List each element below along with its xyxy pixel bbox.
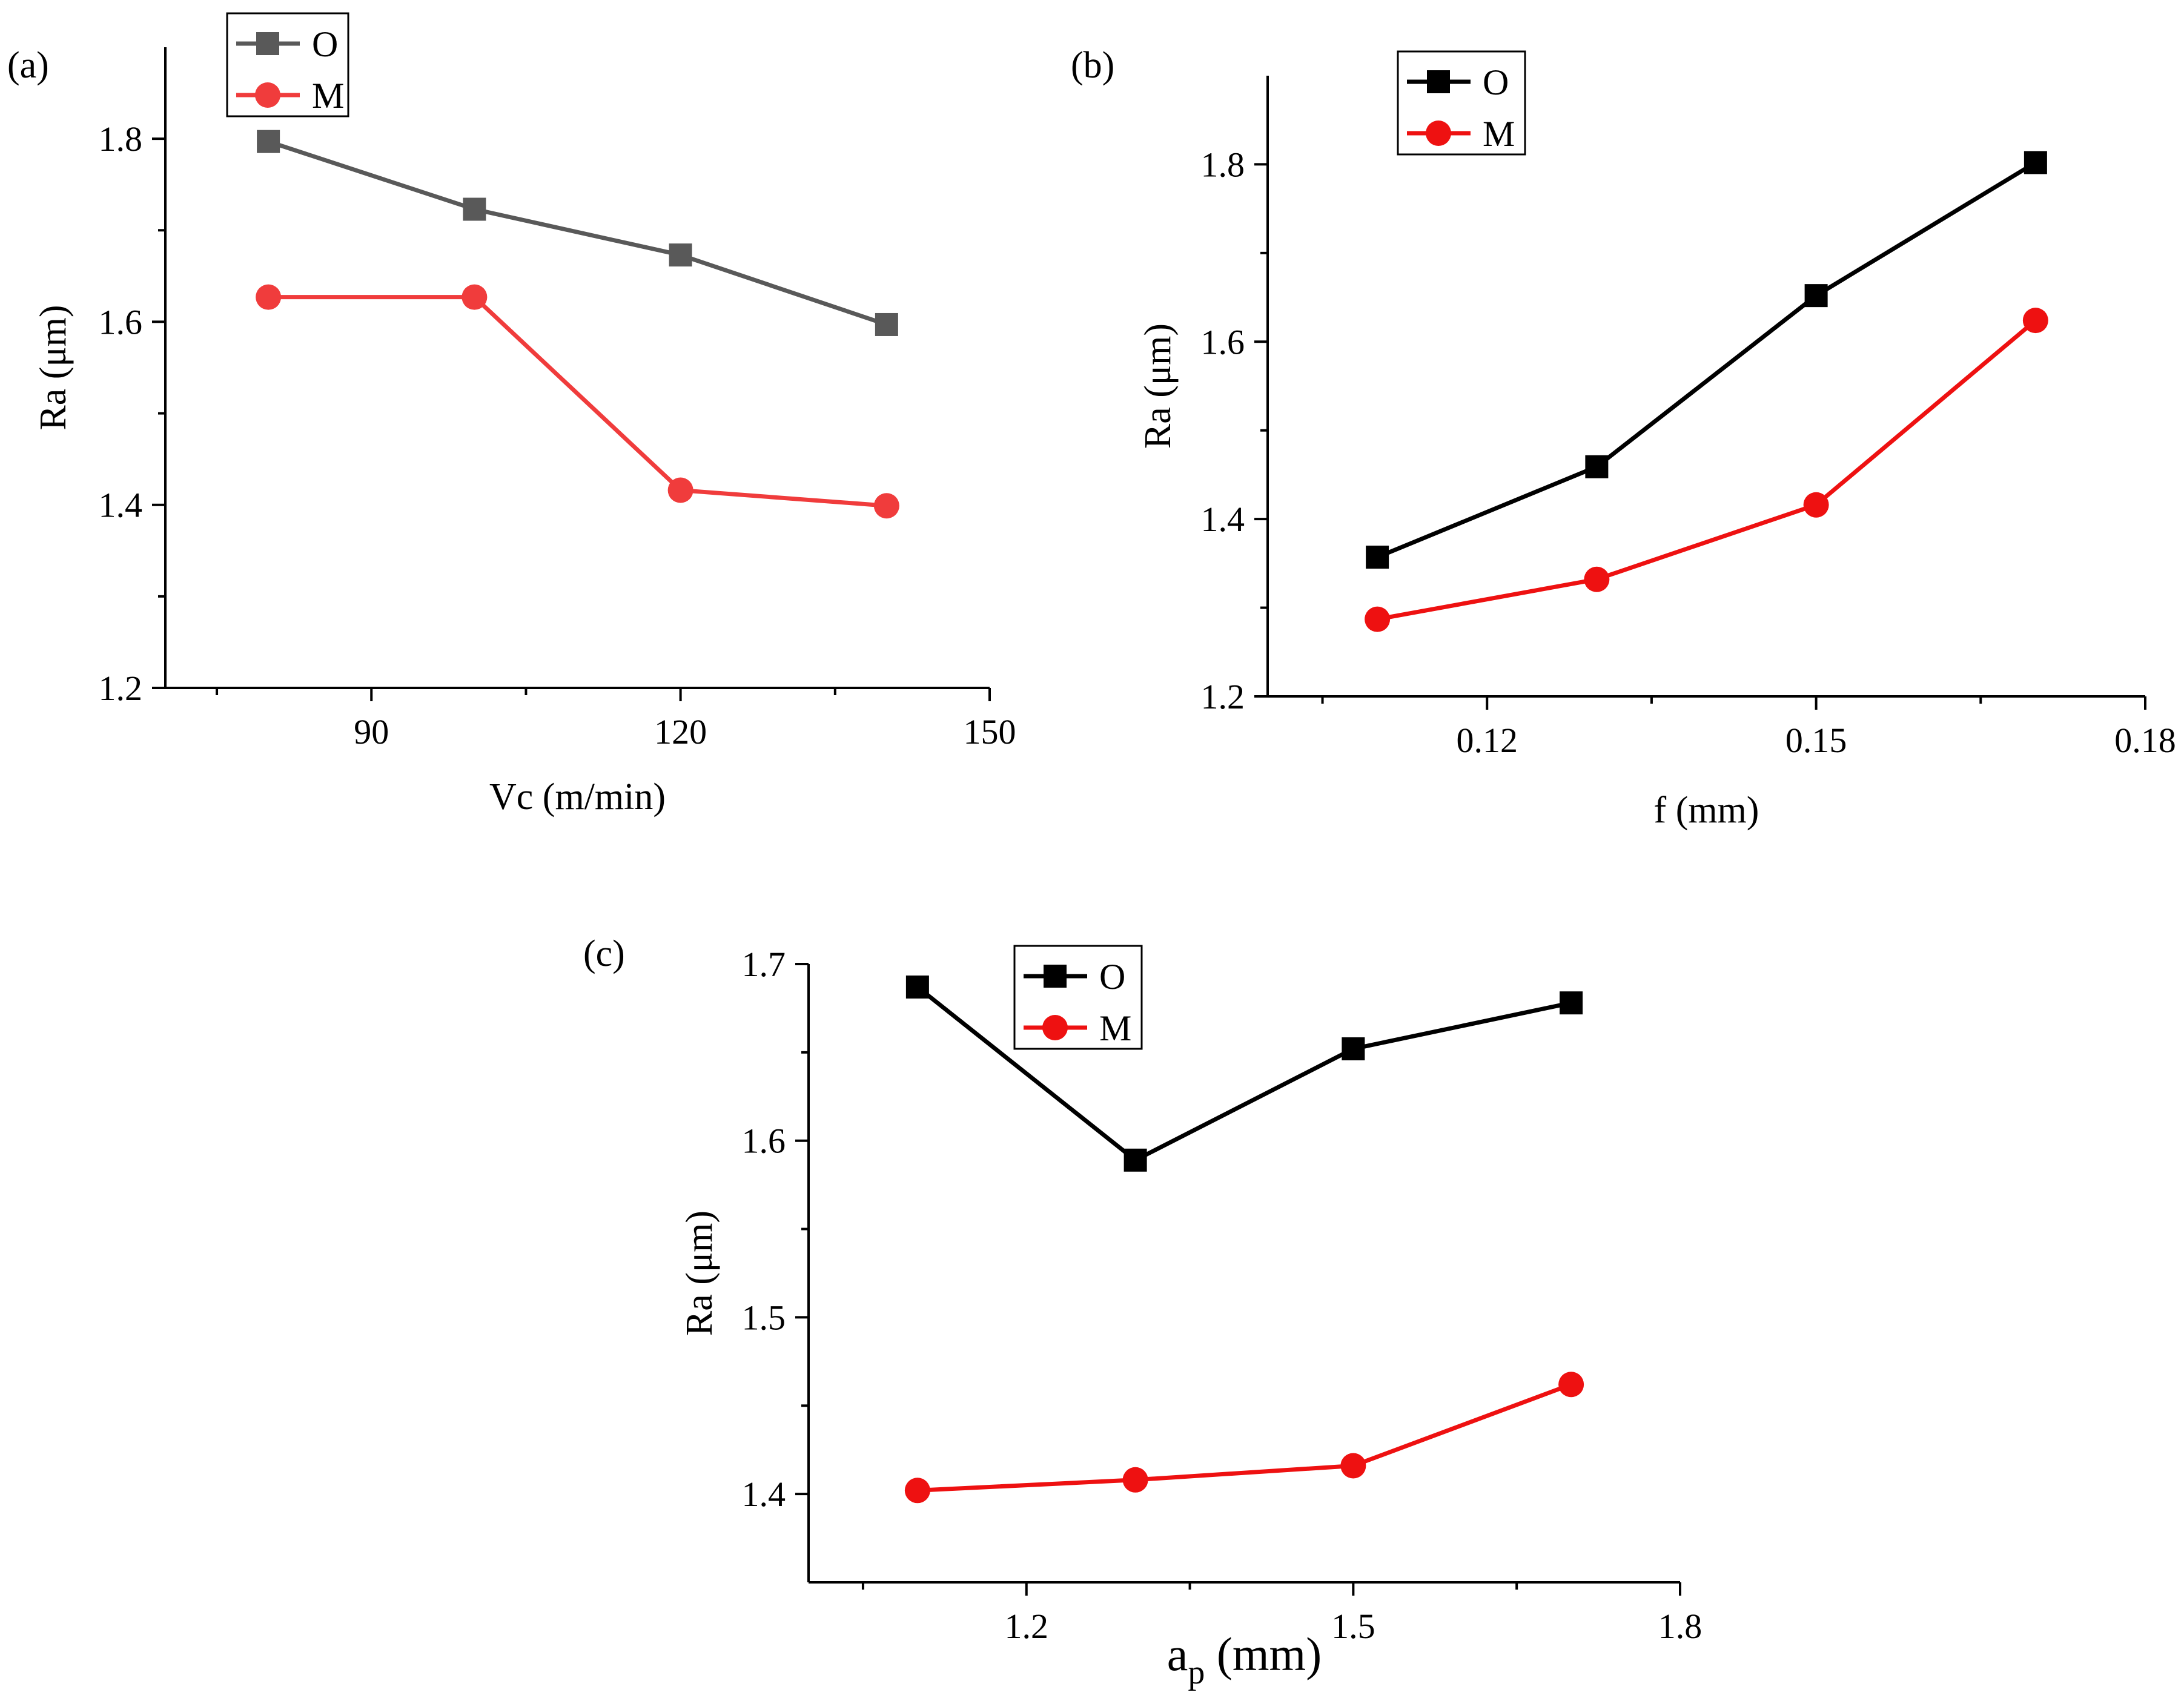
data-point-M: [2022, 308, 2048, 334]
y-tick-label: 1.6: [742, 1121, 786, 1161]
legend-marker-O: [256, 32, 279, 55]
y-axis-title: Ra (μm): [679, 1211, 720, 1336]
x-tick-label: 120: [654, 712, 707, 751]
data-point-M: [904, 1478, 930, 1504]
series-line-M: [268, 295, 887, 508]
y-tick-label: 1.2: [1201, 677, 1245, 716]
legend-marker-M: [255, 82, 280, 108]
x-tick-label: 150: [964, 712, 1016, 751]
x-axis-title: Vc (m/min): [489, 776, 666, 817]
series-line-M: [1377, 319, 2037, 622]
data-point-O: [257, 130, 280, 153]
y-tick-label: 1.8: [1201, 145, 1245, 184]
y-tick-label: 1.4: [742, 1475, 786, 1514]
series-line-O: [1376, 160, 2037, 560]
data-point-M: [1365, 606, 1391, 632]
data-point-O: [463, 197, 486, 221]
legend-label-O: O: [1099, 957, 1125, 997]
x-tick-label: 1.2: [1005, 1607, 1049, 1646]
data-point-O: [669, 243, 692, 267]
panel-label: (b): [1071, 45, 1114, 86]
series-line-O: [268, 139, 887, 327]
y-tick-label: 1.6: [99, 302, 143, 342]
x-tick-label: 0.12: [1457, 721, 1518, 760]
panel-label: (c): [583, 933, 625, 974]
data-point-O: [2024, 151, 2047, 174]
data-point-O: [1342, 1037, 1365, 1061]
legend-marker-M: [1426, 121, 1451, 146]
data-point-M: [256, 284, 282, 310]
data-point-O: [1366, 546, 1389, 569]
panel-label: (a): [7, 45, 49, 86]
series-line-O: [916, 985, 1572, 1163]
data-point-M: [1122, 1467, 1148, 1493]
panel-c: 1.4 1.5 1.6 1.7 1.2 1.5 1.8 ap (mm) Ra (μm) (c) OM: [583, 933, 1702, 1691]
series-line-M: [917, 1382, 1572, 1493]
data-point-M: [667, 477, 693, 503]
data-point-O: [875, 312, 898, 336]
data-point-M: [462, 284, 488, 310]
x-axis-title-subscript: p: [1188, 1654, 1205, 1691]
y-tick-label: 1.4: [1201, 500, 1245, 539]
panel-a: 1.2 1.4 1.6 1.8 90 120 150 Vc (m/min) Ra (μm) (a)…: [7, 12, 1016, 817]
legend-label-M: M: [1099, 1008, 1131, 1048]
data-point-O: [1804, 284, 1828, 308]
legend-label-M: M: [1483, 114, 1515, 154]
x-tick-label: 0.18: [2114, 721, 2176, 760]
y-tick-label: 1.7: [742, 945, 786, 984]
y-tick-label: 1.6: [1201, 322, 1245, 362]
legend-box: [1397, 50, 1526, 156]
legend-label-M: M: [312, 76, 344, 116]
data-point-M: [1340, 1453, 1366, 1479]
x-axis-title-unit: (mm): [1205, 1628, 1322, 1680]
data-point-M: [873, 493, 899, 519]
y-tick-label: 1.8: [99, 119, 143, 159]
data-point-O: [1585, 455, 1609, 478]
y-tick-label: 1.5: [742, 1298, 786, 1337]
x-tick-label: 1.8: [1658, 1607, 1703, 1646]
x-tick-label: 90: [354, 712, 389, 751]
legend-box: [1013, 945, 1143, 1050]
x-axis-title: f (mm): [1654, 790, 1759, 831]
data-point-O: [905, 975, 929, 999]
data-point-M: [1584, 566, 1610, 592]
y-axis-title: Ra (μm): [1137, 323, 1179, 449]
y-tick-label: 1.2: [99, 669, 143, 708]
legend-marker-O: [1044, 965, 1067, 988]
legend-marker-M: [1042, 1015, 1068, 1040]
y-axis-title: Ra (μm): [33, 305, 74, 430]
data-point-M: [1803, 492, 1829, 518]
data-point-M: [1558, 1372, 1584, 1398]
x-tick-label: 1.5: [1331, 1607, 1375, 1646]
x-axis-title: ap (mm): [1167, 1628, 1322, 1691]
x-tick-label: 0.15: [1785, 721, 1847, 760]
panel-b: 1.2 1.4 1.6 1.8 0.12 0.15 0.18 f (mm) Ra (μm) (b)…: [1071, 45, 2176, 831]
y-tick-label: 1.4: [99, 486, 143, 525]
legend-label-O: O: [1483, 62, 1509, 102]
legend-marker-O: [1427, 70, 1450, 93]
legend-box: [226, 12, 349, 117]
data-point-O: [1560, 991, 1583, 1015]
data-point-O: [1123, 1148, 1147, 1172]
legend-label-O: O: [312, 24, 338, 64]
